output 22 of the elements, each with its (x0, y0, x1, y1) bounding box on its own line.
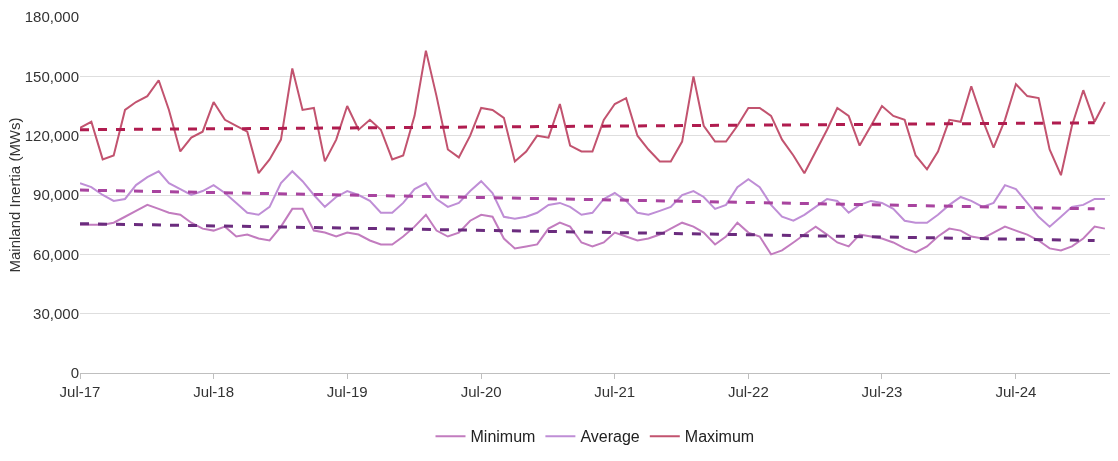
line-series (80, 203, 1106, 256)
line-series (80, 49, 1106, 177)
x-tick-label: Jul-22 (727, 383, 769, 400)
y-tick-label: 180,000 (24, 8, 79, 26)
legend-label: Maximum (684, 428, 755, 446)
y-tick-label: 120,000 (24, 126, 79, 144)
line-series (80, 170, 1106, 228)
x-tick-label: Jul-19 (326, 383, 368, 400)
y-axis-title: Mainland Inertia (MWs) (5, 117, 23, 273)
x-tick-label: Jul-21 (594, 383, 636, 400)
x-tick-label: Jul-20 (460, 383, 502, 400)
x-tick-label: Jul-24 (995, 383, 1037, 400)
x-tick-label: Jul-17 (59, 383, 101, 400)
y-tick-label: 90,000 (33, 186, 79, 204)
y-tick-label: 0 (70, 364, 79, 382)
y-tick-label: 30,000 (33, 304, 79, 322)
y-tick-label: 150,000 (24, 67, 79, 85)
legend-label: Average (580, 428, 640, 446)
x-tick-label: Jul-23 (861, 383, 903, 400)
x-tick-label: Jul-18 (193, 383, 235, 400)
y-tick-label: 60,000 (33, 245, 79, 263)
legend-label: Minimum (470, 428, 536, 446)
